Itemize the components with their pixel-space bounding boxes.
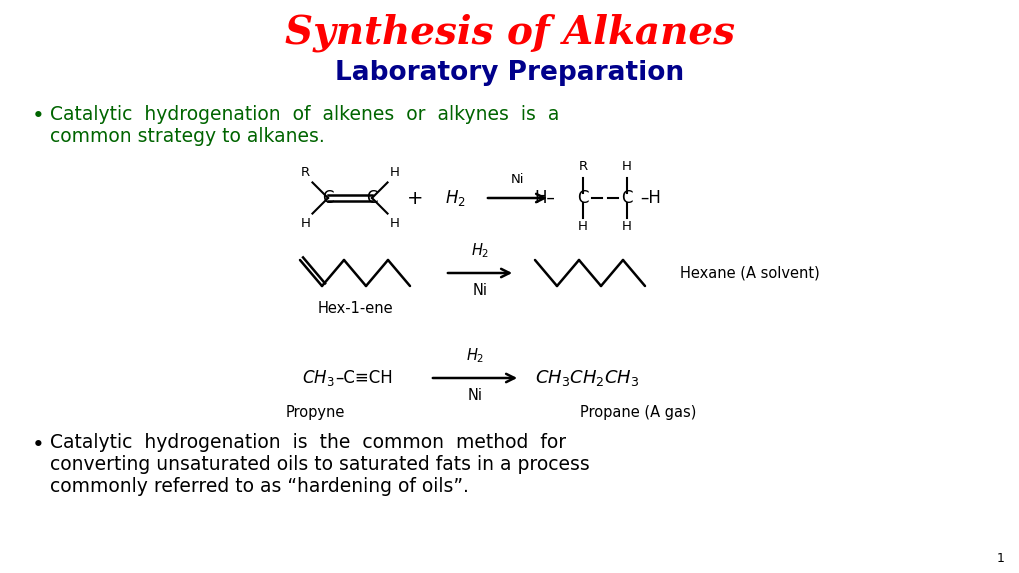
Text: Hexane (A solvent): Hexane (A solvent) bbox=[680, 265, 819, 281]
Text: $H_2$: $H_2$ bbox=[444, 188, 465, 208]
Text: H–: H– bbox=[534, 189, 554, 207]
Text: $H_2$: $H_2$ bbox=[471, 241, 489, 260]
Text: converting unsaturated oils to saturated fats in a process: converting unsaturated oils to saturated… bbox=[50, 455, 589, 474]
Text: 1: 1 bbox=[997, 552, 1004, 565]
Text: –H: –H bbox=[639, 189, 660, 207]
Text: H: H bbox=[389, 217, 399, 230]
Text: Catalytic  hydrogenation  of  alkenes  or  alkynes  is  a: Catalytic hydrogenation of alkenes or al… bbox=[50, 105, 558, 124]
Text: H: H bbox=[622, 220, 632, 233]
Text: R: R bbox=[301, 166, 310, 179]
Text: C: C bbox=[322, 189, 333, 207]
Text: +: + bbox=[407, 189, 423, 207]
Text: Ni: Ni bbox=[511, 173, 524, 186]
Text: C: C bbox=[366, 189, 377, 207]
Text: Propane (A gas): Propane (A gas) bbox=[580, 405, 696, 420]
Text: •: • bbox=[32, 106, 45, 126]
Text: Catalytic  hydrogenation  is  the  common  method  for: Catalytic hydrogenation is the common me… bbox=[50, 433, 566, 452]
Text: Ni: Ni bbox=[467, 388, 482, 403]
Text: $H_2$: $H_2$ bbox=[466, 346, 484, 365]
Text: Ni: Ni bbox=[472, 283, 487, 298]
Text: Synthesis of Alkanes: Synthesis of Alkanes bbox=[284, 14, 735, 52]
Text: C: C bbox=[577, 189, 588, 207]
Text: R: R bbox=[578, 160, 587, 173]
Text: H: H bbox=[301, 217, 310, 230]
Text: C: C bbox=[621, 189, 632, 207]
Text: H: H bbox=[578, 220, 587, 233]
Text: H: H bbox=[389, 166, 399, 179]
Text: $CH_3CH_2CH_3$: $CH_3CH_2CH_3$ bbox=[535, 368, 639, 388]
Text: Laboratory Preparation: Laboratory Preparation bbox=[335, 60, 684, 86]
Text: Propyne: Propyne bbox=[285, 405, 344, 420]
Text: commonly referred to as “hardening of oils”.: commonly referred to as “hardening of oi… bbox=[50, 477, 469, 496]
Text: common strategy to alkanes.: common strategy to alkanes. bbox=[50, 127, 324, 146]
Text: –C≡CH: –C≡CH bbox=[334, 369, 392, 387]
Text: $CH_3$: $CH_3$ bbox=[302, 368, 334, 388]
Text: •: • bbox=[32, 435, 45, 455]
Text: Hex-1-ene: Hex-1-ene bbox=[317, 301, 392, 316]
Text: H: H bbox=[622, 160, 632, 173]
